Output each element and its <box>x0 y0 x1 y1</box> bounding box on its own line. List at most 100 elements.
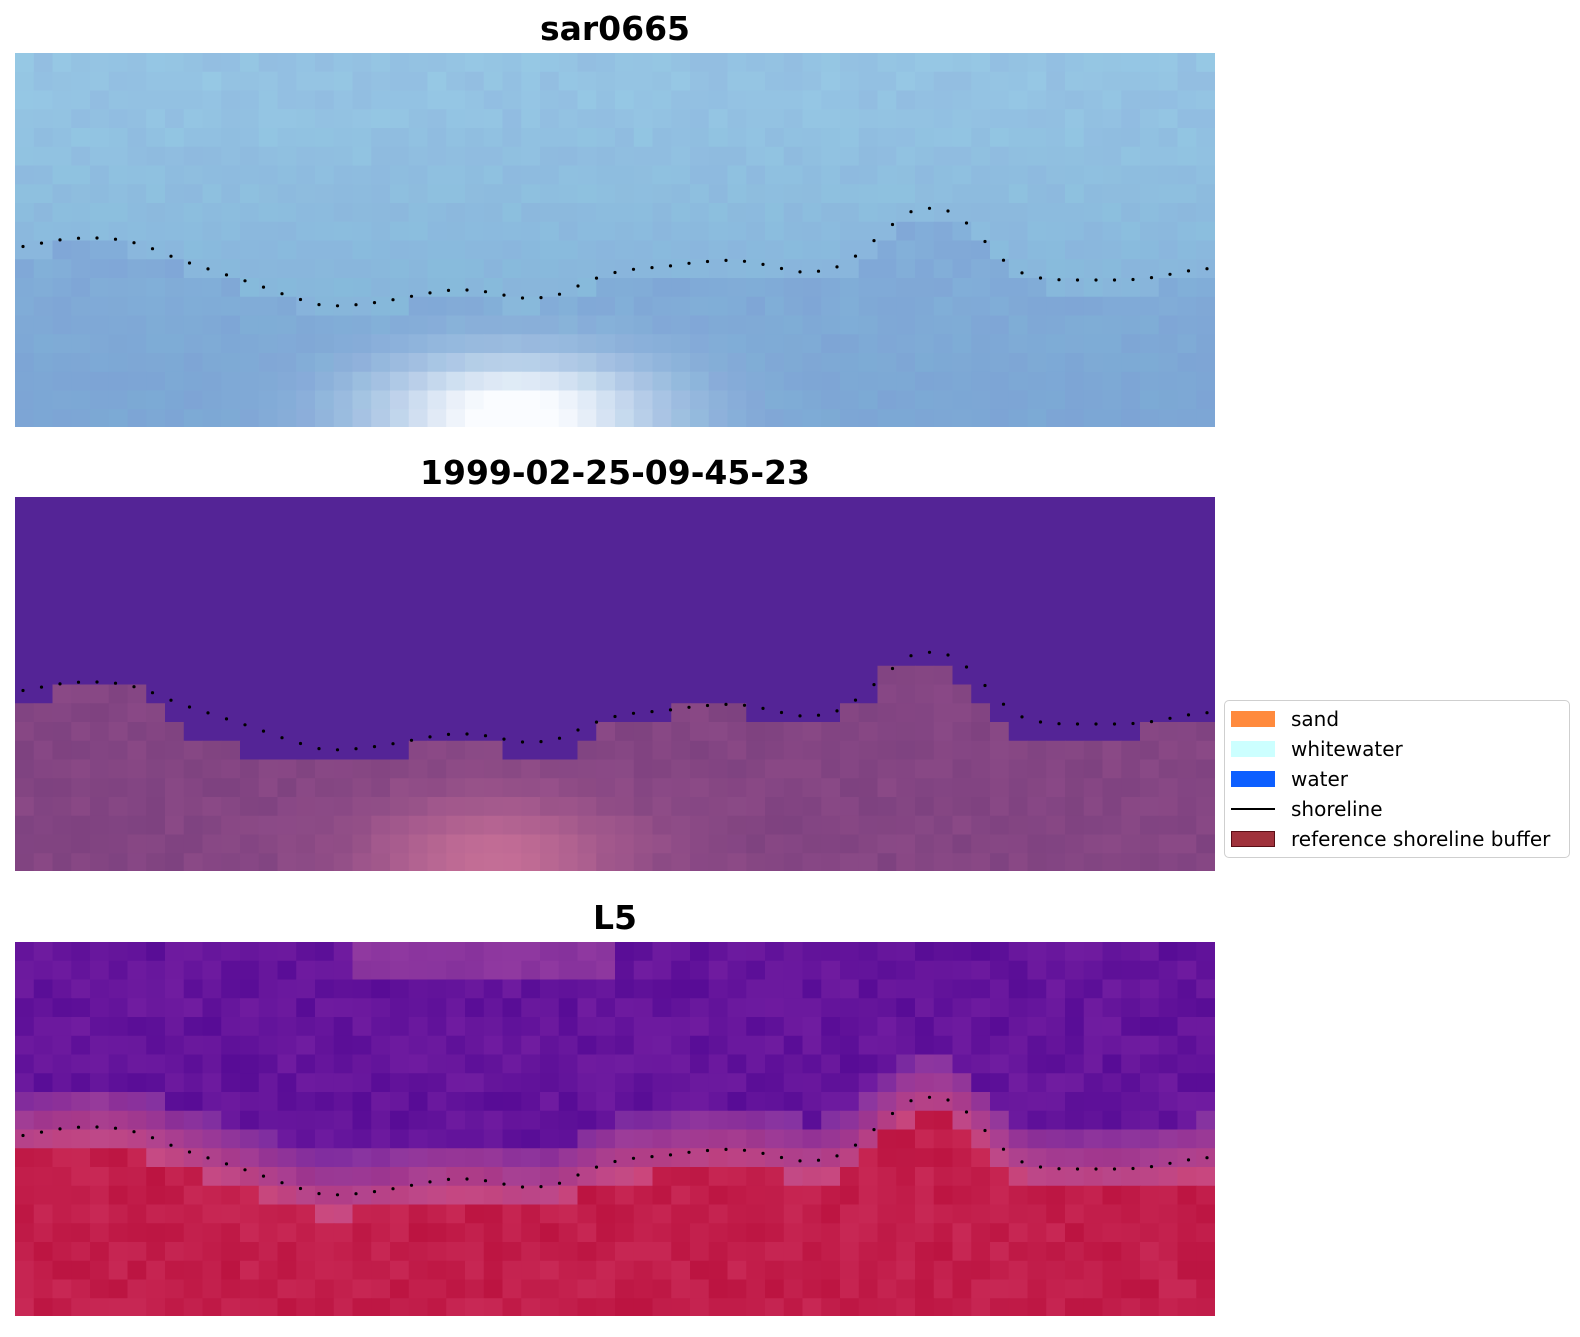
shoreline-point <box>224 273 229 277</box>
shoreline-point <box>1205 711 1209 715</box>
legend-label-water: water <box>1291 767 1348 791</box>
shoreline-point <box>724 1147 728 1151</box>
index-image <box>15 942 1215 1316</box>
shoreline-point <box>520 1185 525 1189</box>
shoreline-point <box>705 703 710 708</box>
shoreline-point <box>890 1111 895 1116</box>
shoreline-point <box>39 685 44 689</box>
panel-title-sensor: L5 <box>593 898 637 937</box>
legend-label-sand: sand <box>1291 707 1340 731</box>
shoreline-point <box>964 221 969 225</box>
shoreline-point <box>909 1099 913 1103</box>
shoreline-point <box>761 262 765 266</box>
shoreline-point <box>465 732 469 736</box>
shoreline-point <box>983 683 987 688</box>
shoreline-point <box>779 1155 784 1160</box>
shoreline-point <box>798 714 802 718</box>
shoreline-point <box>964 1110 969 1114</box>
shoreline-point <box>668 1153 673 1157</box>
sand-swatch-icon <box>1231 711 1275 727</box>
shoreline-point <box>1112 722 1117 726</box>
shoreline-point <box>298 741 303 746</box>
shoreline-point <box>446 1177 451 1181</box>
shoreline-point <box>724 258 728 262</box>
shoreline-point <box>335 304 340 308</box>
shoreline-point <box>1057 278 1061 282</box>
shoreline-point <box>1038 1165 1043 1169</box>
shoreline-point <box>76 236 81 240</box>
legend-item-sand: sand <box>1231 704 1339 734</box>
shoreline-point <box>409 738 414 742</box>
shoreline-point <box>187 705 192 709</box>
shoreline-point <box>21 1133 25 1138</box>
shoreline-point <box>391 298 395 302</box>
shoreline-point <box>169 1143 173 1147</box>
shoreline-point <box>1186 1158 1191 1162</box>
shoreline-point <box>816 713 821 717</box>
shoreline-point <box>1057 1167 1061 1171</box>
shoreline-point <box>668 264 673 268</box>
shoreline-point <box>261 729 266 733</box>
shoreline-point <box>742 259 747 263</box>
shoreline-point <box>1131 277 1135 282</box>
shoreline-point <box>761 706 765 710</box>
shoreline-point <box>853 1143 858 1147</box>
shoreline-point <box>909 654 913 658</box>
shoreline-point <box>1020 271 1024 275</box>
shoreline-point <box>261 285 266 289</box>
shoreline-point <box>520 296 525 300</box>
legend-item-water: water <box>1231 764 1348 794</box>
shoreline-point <box>169 698 173 702</box>
shoreline-point <box>927 1095 932 1099</box>
shoreline-point <box>872 683 876 687</box>
shoreline-point <box>853 698 858 702</box>
shoreline-point <box>1205 1156 1209 1160</box>
shoreline-point <box>798 1159 802 1163</box>
shoreline-point <box>576 284 580 288</box>
shoreline-point <box>409 294 414 298</box>
index-panel <box>15 942 1215 1316</box>
shoreline-point <box>1020 715 1024 719</box>
shoreline-point <box>354 747 358 751</box>
shoreline-point <box>409 1183 414 1187</box>
shoreline-point <box>113 237 118 241</box>
shoreline-point <box>1112 278 1117 282</box>
panel-title-date: 1999-02-25-09-45-23 <box>420 453 810 492</box>
shoreline-point <box>132 241 136 245</box>
shoreline-point <box>372 301 377 305</box>
shoreline-point <box>557 736 562 740</box>
shoreline-point <box>1205 267 1209 271</box>
shoreline-point <box>927 206 932 210</box>
shoreline-point <box>1001 258 1006 262</box>
shoreline-point <box>650 710 654 714</box>
shoreline-point <box>761 1151 765 1155</box>
shoreline-point <box>1149 1165 1154 1169</box>
shoreline-point <box>317 747 321 751</box>
shoreline-point <box>1131 721 1135 726</box>
shoreline-point <box>298 297 303 302</box>
shoreline-point <box>798 270 802 274</box>
water-swatch-icon <box>1231 771 1275 787</box>
shoreline-point <box>39 241 44 245</box>
panel-title-sar: sar0665 <box>539 9 691 48</box>
shoreline-point <box>1168 272 1172 276</box>
shoreline-point <box>372 745 377 749</box>
shoreline-point <box>335 748 340 752</box>
shoreline-point <box>1038 276 1043 280</box>
shoreline-point <box>983 1128 987 1133</box>
shoreline-point <box>557 292 562 296</box>
shoreline-point <box>613 270 617 275</box>
shoreline-point <box>1149 276 1154 280</box>
shoreline-point <box>1001 1147 1006 1151</box>
shoreline-point <box>650 266 654 270</box>
shoreline-point <box>1168 716 1172 720</box>
shoreline-point <box>594 1165 599 1169</box>
shoreline-point <box>335 1193 340 1197</box>
shoreline-point <box>835 709 839 713</box>
legend-item-whitewater: whitewater <box>1231 734 1403 764</box>
shoreline-point <box>428 1180 432 1184</box>
shoreline-point <box>243 723 247 727</box>
shoreline-point <box>95 1125 99 1129</box>
shoreline-point <box>261 1174 266 1178</box>
shoreline-point <box>650 1155 654 1159</box>
